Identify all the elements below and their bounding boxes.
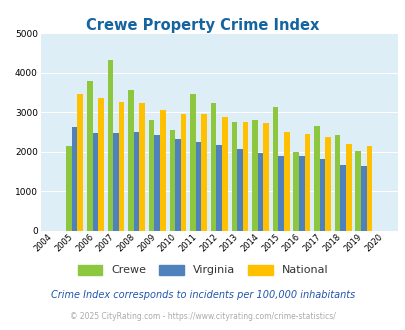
Bar [257,153,263,231]
Bar [216,146,222,231]
Bar [113,133,119,231]
Bar [119,102,124,231]
Text: © 2025 CityRating.com - https://www.cityrating.com/crime-statistics/: © 2025 CityRating.com - https://www.city… [70,312,335,321]
Bar [354,151,360,231]
Bar [210,104,216,231]
Bar [66,146,72,231]
Bar [272,108,278,231]
Bar [334,135,339,231]
Bar [201,114,207,231]
Bar [242,122,247,231]
Bar [278,156,283,231]
Bar [107,60,113,231]
Bar [72,127,77,231]
Bar [195,142,201,231]
Bar [190,94,195,231]
Bar [304,134,309,231]
Bar [345,144,351,231]
Bar [149,120,154,231]
Bar [366,146,371,231]
Bar [87,81,92,231]
Bar [252,120,257,231]
Bar [263,123,268,231]
Bar [139,104,145,231]
Bar [324,137,330,231]
Bar [175,139,180,231]
Bar [98,98,103,231]
Legend: Crewe, Virginia, National: Crewe, Virginia, National [77,265,328,275]
Bar [319,159,324,231]
Bar [160,110,165,231]
Bar [283,132,289,231]
Bar [92,133,98,231]
Bar [339,165,345,231]
Bar [360,166,366,231]
Bar [128,90,134,231]
Bar [313,126,319,231]
Bar [222,116,227,231]
Bar [180,114,186,231]
Bar [298,156,304,231]
Bar [154,135,160,231]
Bar [134,132,139,231]
Bar [231,122,237,231]
Bar [293,152,298,231]
Bar [77,94,83,231]
Text: Crime Index corresponds to incidents per 100,000 inhabitants: Crime Index corresponds to incidents per… [51,290,354,300]
Text: Crewe Property Crime Index: Crewe Property Crime Index [86,18,319,33]
Bar [169,130,175,231]
Bar [237,148,242,231]
